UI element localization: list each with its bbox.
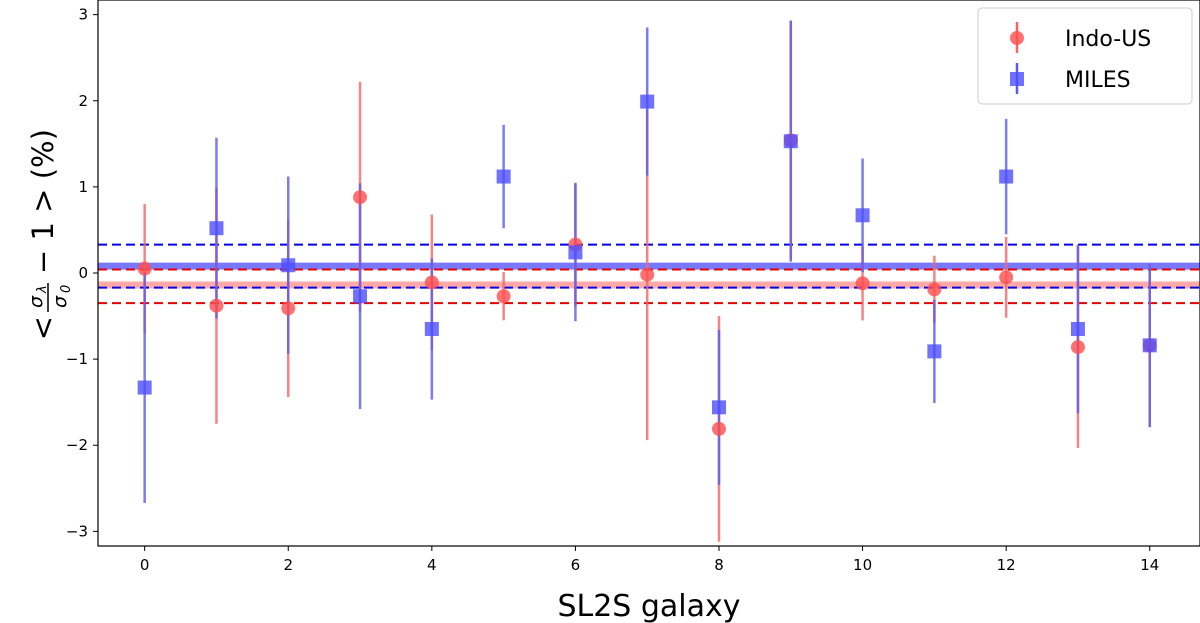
y-tick-label--3: −3 [66,522,88,540]
y-title-numerator-sub: λ [35,285,50,294]
y-axis-title: < σ λ σ 0 − 1 > (%) [25,129,74,340]
point-miles-2 [281,258,296,273]
y-tick-label-3: 3 [78,6,88,24]
legend-indo-marker [1010,31,1024,45]
point-miles-9 [783,134,798,149]
x-tick-label-10: 10 [853,556,872,574]
point-indo-us-12 [999,270,1014,285]
y-title-numerator: σ [25,295,47,308]
x-axis-title: SL2S galaxy [557,589,740,623]
point-miles-14 [1142,338,1157,353]
point-miles-1 [209,221,224,236]
y-title-lt: < [26,316,60,340]
point-miles-12 [999,169,1014,184]
point-miles-8 [711,400,726,415]
point-miles-6 [568,245,583,260]
point-indo-us-3 [353,190,368,205]
x-tick-label-8: 8 [714,556,724,574]
point-miles-11 [927,344,942,359]
y-tick-label-2: 2 [78,92,88,110]
legend-box [977,7,1193,105]
y-tick-label-0: 0 [78,264,88,282]
x-tick-label-2: 2 [283,556,293,574]
point-miles-3 [353,289,368,304]
point-indo-us-8 [711,421,726,436]
legend: Indo-US MILES [977,7,1193,105]
data-points [137,94,1157,436]
point-miles-5 [496,169,511,184]
y-title-denominator: σ [49,295,71,308]
point-indo-us-1 [209,298,224,313]
point-indo-us-11 [927,282,942,297]
y-tick-label--2: −2 [66,436,88,454]
point-miles-10 [855,208,870,223]
legend-miles-marker [1010,72,1024,86]
point-indo-us-10 [855,276,870,291]
point-indo-us-4 [424,275,439,290]
x-tick-label-14: 14 [1140,556,1159,574]
x-tick-label-4: 4 [427,556,437,574]
point-indo-us-0 [137,261,152,276]
x-tick-label-12: 12 [997,556,1016,574]
y-tick-label--1: −1 [66,350,88,368]
y-title-denominator-sub: 0 [59,285,74,293]
point-indo-us-2 [281,301,296,316]
point-miles-7 [640,94,655,109]
x-tick-label-0: 0 [140,556,150,574]
point-miles-4 [424,321,439,336]
legend-miles-label: MILES [1065,68,1131,93]
point-indo-us-5 [496,289,511,304]
x-tick-label-6: 6 [571,556,581,574]
point-indo-us-13 [1070,340,1085,355]
point-miles-0 [137,380,152,395]
y-title-rest: − 1 > (%) [26,129,60,274]
legend-indo-label: Indo-US [1065,27,1151,52]
point-indo-us-7 [640,267,655,282]
y-tick-label-1: 1 [78,178,88,196]
point-miles-13 [1070,321,1085,336]
